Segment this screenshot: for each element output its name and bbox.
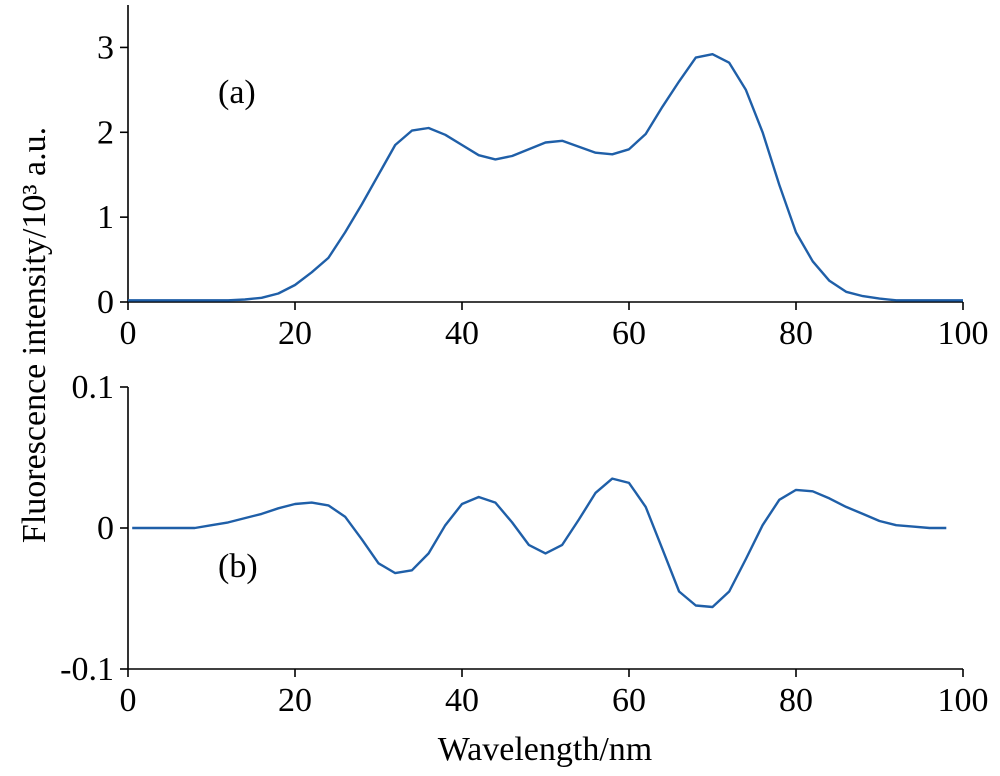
panel-b-x-tick-label: 40 [445, 682, 479, 719]
panel-a-y-tick-label: 0 [97, 284, 114, 321]
panel-a-y-tick-label: 3 [97, 29, 114, 66]
panel-a-x-tick-label: 80 [779, 315, 813, 352]
panel-b-x-tick-label: 0 [120, 682, 137, 719]
panel-b-y-tick-label: -0.1 [60, 651, 114, 688]
panel-a-chart: 0 20 40 60 80 100 0 1 2 3 (a) [97, 5, 989, 352]
panel-b-x-tick-label: 100 [938, 682, 989, 719]
panel-b-y-tick-label: 0.1 [72, 369, 115, 406]
panel-b-y-tick-label: 0 [97, 510, 114, 547]
panel-b-x-tick-label: 20 [278, 682, 312, 719]
panel-a-series-line [128, 53, 963, 302]
panel-a-y-tick-label: 2 [97, 114, 114, 151]
panel-a-x-tick-label: 20 [278, 315, 312, 352]
panel-b-ticks: 0 20 40 60 80 100-0.100.1 [60, 369, 988, 719]
panel-b-chart: 0 20 40 60 80 100-0.100.1 (b) [60, 369, 988, 719]
panel-a-y-tick-label: 1 [97, 199, 114, 236]
panel-b-x-tick-label: 60 [612, 682, 646, 719]
panel-b-label: (b) [218, 548, 258, 585]
panel-a-x-tick-label: 0 [120, 315, 137, 352]
panel-a-ticks: 0 20 40 60 80 100 0 1 2 3 [97, 29, 989, 352]
panel-b-series-line [132, 477, 947, 609]
x-axis-title: Wavelength/nm [438, 731, 652, 768]
panel-a-x-tick-label: 60 [612, 315, 646, 352]
panel-a-label: (a) [218, 74, 256, 111]
y-axis-title: Fluorescence intensity/10³ a.u. [16, 127, 53, 543]
panel-a-x-tick-label: 40 [445, 315, 479, 352]
panel-a-x-tick-label: 100 [938, 315, 989, 352]
panel-b-x-tick-label: 80 [779, 682, 813, 719]
